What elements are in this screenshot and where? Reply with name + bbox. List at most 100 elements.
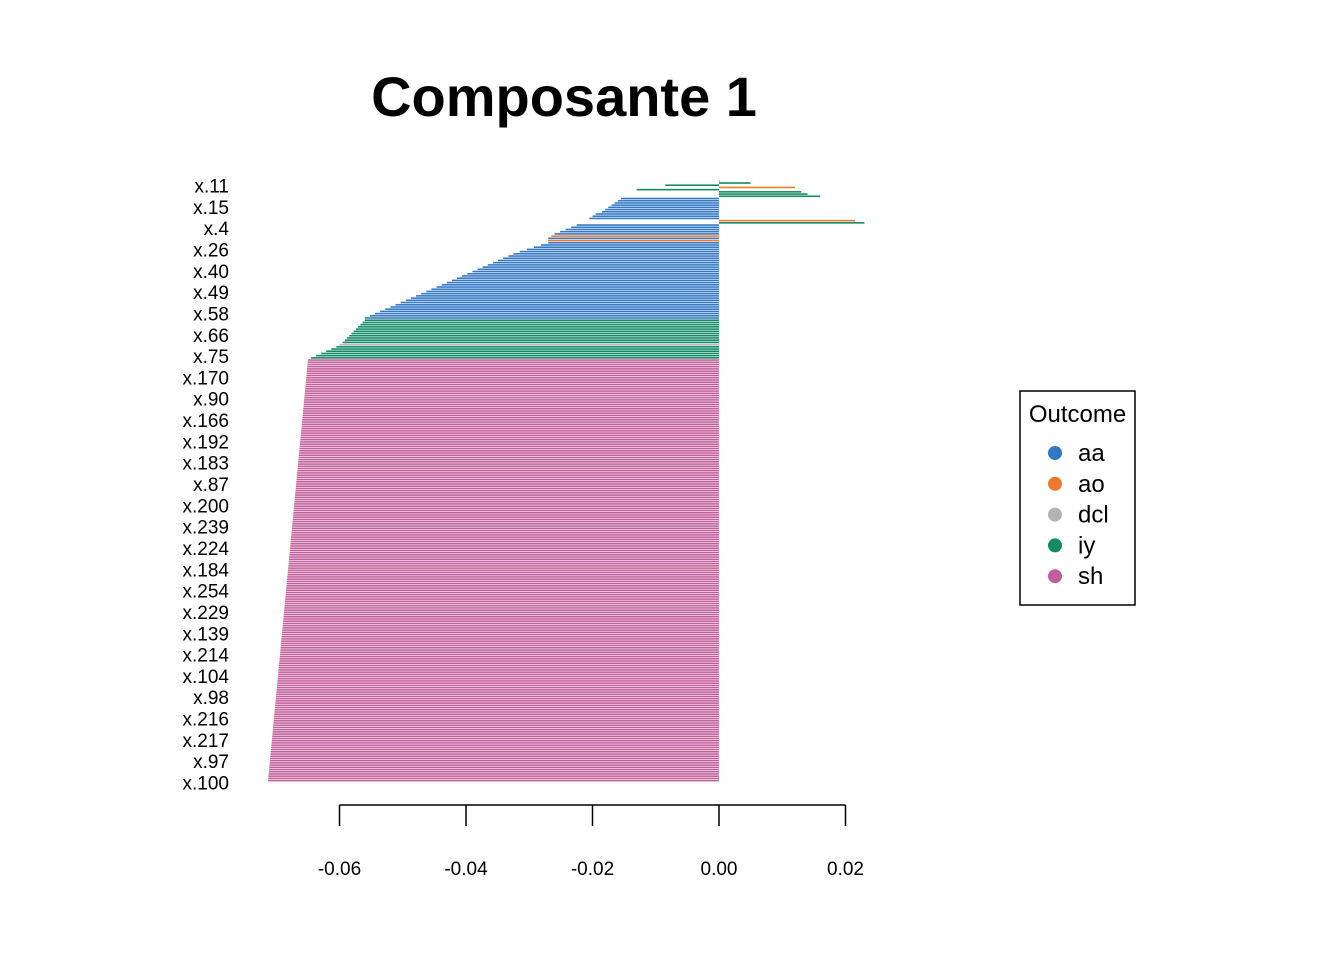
bar-iy [355,328,719,330]
bar-sh [273,724,719,727]
bar-sh [286,585,719,587]
y-tick-label: x.40 [193,262,229,283]
bar-sh [302,412,719,414]
bar-sh [283,616,719,618]
bar-aa [492,261,719,264]
bar-sh [278,664,719,667]
bar-sh [285,593,719,596]
bar-sh [287,578,719,580]
bar-sh [273,722,719,724]
bar-sh [280,649,719,651]
y-tick-label: x.139 [183,624,229,645]
bar-aa [614,202,719,204]
bar-sh [299,450,719,452]
bar-sh [293,511,719,514]
bar-sh [269,766,719,769]
bar-sh [305,388,719,390]
bar-sh [291,527,719,530]
bar-iy [342,341,719,344]
bar-iy [321,352,719,355]
bar-sh [305,379,719,381]
bar-aa [451,279,719,282]
bar-sh [295,487,719,490]
bar-sh [302,421,719,423]
y-tick-label: x.239 [183,518,229,539]
bar-sh [307,365,719,368]
bar-sh [281,640,719,642]
y-axis-labels: x.11x.15x.4x.26x.40x.49x.58x.66x.75x.170… [183,177,230,795]
bar-sh [268,777,719,780]
bar-sh [283,618,719,620]
bar-sh [301,430,719,432]
bar-sh [285,591,719,594]
x-tick-label: -0.04 [444,859,488,880]
bar-sh [284,607,719,609]
bar-aa [462,275,719,277]
bar-sh [271,739,719,742]
bar-sh [298,456,719,459]
bars-group [268,180,865,782]
bar-aa [541,244,719,246]
bar-sh [294,498,719,501]
bar-sh [270,757,719,760]
bar-sh [298,463,719,465]
bar-sh [268,779,719,782]
bar-sh [283,620,719,623]
bar-sh [294,496,719,499]
bar-aa [595,213,719,215]
bar-sh [287,569,719,572]
bar-sh [270,748,719,751]
bar-sh [299,445,719,448]
bar-sh [304,399,719,401]
bar-sh [271,744,719,746]
bar-aa [477,268,719,271]
bar-iy [719,193,808,195]
bar-sh [269,768,719,771]
bar-sh [288,562,719,565]
bar-sh [288,560,719,563]
bar-sh [272,737,719,740]
legend-title: Outcome [1029,401,1126,428]
bar-sh [268,775,719,777]
bar-sh [285,600,719,603]
bar-iy [360,323,719,326]
bar-sh [290,540,719,543]
bar-sh [291,531,719,534]
bar-sh [275,697,719,700]
bar-sh [293,509,719,512]
bar-sh [282,622,719,625]
bar-aa [571,226,719,229]
bar-iy [636,188,719,191]
bar-sh [284,604,719,607]
bar-sh [273,717,719,720]
bar-sh [304,396,719,399]
bar-aa [548,241,719,244]
y-tick-label: x.26 [193,241,229,262]
bar-sh [301,425,719,428]
bar-sh [280,651,719,654]
bar-sh [304,394,719,397]
bar-sh [300,441,719,443]
bar-sh [291,534,719,536]
legend-label-dcl: dcl [1078,502,1109,529]
bar-aa [395,303,719,306]
bar-iy [331,348,719,350]
bar-iy [349,334,719,337]
bar-sh [302,419,719,421]
y-tick-label: x.166 [183,411,229,432]
legend: Outcome aa ao dcl iy sh [1019,390,1136,606]
legend-marker-ao [1048,476,1062,491]
y-tick-label: x.104 [183,667,230,688]
bar-aa [608,206,719,209]
bar-sh [307,363,719,366]
bar-sh [277,684,719,687]
bar-sh [269,764,719,766]
bar-aa [400,301,719,304]
bar-aa [576,224,719,226]
bar-sh [281,633,719,636]
bar-aa [611,204,719,206]
x-tick-label: -0.02 [571,859,614,880]
bar-sh [299,443,719,445]
bar-sh [277,682,719,684]
bar-aa [592,215,719,217]
